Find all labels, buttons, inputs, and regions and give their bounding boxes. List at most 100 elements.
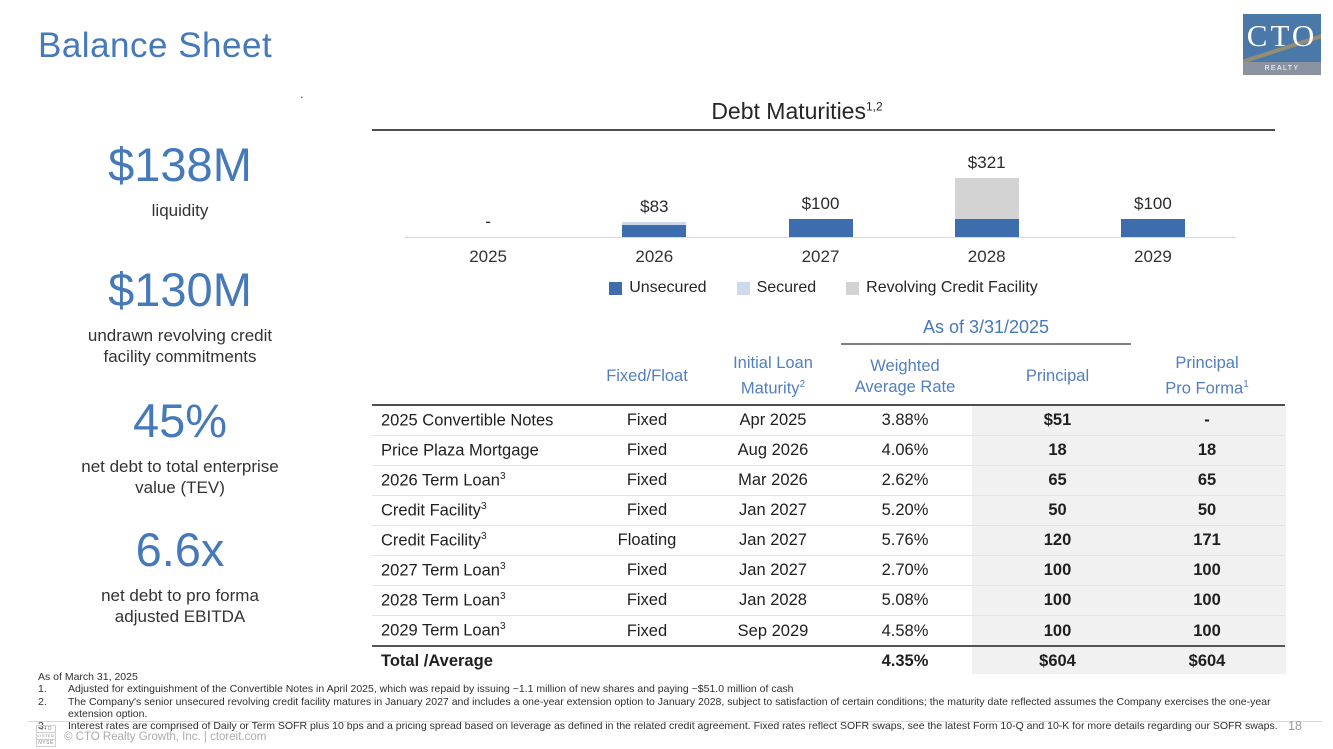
legend-item-secured: Secured <box>736 279 817 297</box>
table-row: Credit Facility3 Floating Jan 2027 5.76%… <box>372 526 1285 556</box>
axis-category-label: 2028 <box>967 247 1006 266</box>
bar-segment-unsecured <box>788 218 853 237</box>
header-line: Weighted <box>870 356 940 375</box>
cell-pro-forma: 100 <box>1193 561 1221 579</box>
stray-mark: . <box>300 86 304 101</box>
chart-x-axis-line <box>405 237 1236 238</box>
cell-name: Credit Facility3 <box>381 500 487 520</box>
table-top-border <box>372 404 1285 406</box>
metric-value: 6.6x <box>135 523 225 576</box>
nyse-listed-icon: CTO LISTED NYSE <box>36 725 56 747</box>
bar-stack <box>1120 218 1185 237</box>
header-initial-loan-maturity: Initial Loan Maturity2 <box>722 350 824 403</box>
principal-columns-highlight <box>972 406 1286 674</box>
bar-segment-secured <box>622 221 687 226</box>
metric-label-line: facility commitments <box>103 347 257 366</box>
cell-total-label: Total /Average <box>381 651 493 670</box>
cell-rate: 2.62% <box>881 471 929 489</box>
bar-value-label: $100 <box>1134 193 1172 213</box>
chart-title-text: Debt Maturities <box>711 98 866 124</box>
logo-text: CTO <box>1246 18 1318 53</box>
cell-fixed-float: Fixed <box>626 441 668 459</box>
legend-label: Unsecured <box>629 279 707 296</box>
bar-segment-unsecured <box>1120 218 1185 237</box>
bar-stack <box>622 221 687 237</box>
metric-label: net debt to pro forma adjusted EBITDA <box>30 585 330 627</box>
metric-value: $130M <box>108 263 252 316</box>
footnote-number: 3. <box>38 720 47 733</box>
legend-item-unsecured: Unsecured <box>609 279 707 297</box>
bar-column-2028: $321 <box>904 153 1070 237</box>
cell-maturity: Jan 2027 <box>739 501 807 519</box>
metric-label: liquidity <box>30 200 330 221</box>
metric-undrawn-credit: $130M undrawn revolving credit facility … <box>30 262 330 367</box>
table-header-row: Fixed/Float Initial Loan Maturity2 Weight… <box>372 350 1285 403</box>
header-principal-pro-forma: Principal Pro Forma1 <box>1129 350 1285 403</box>
cell-principal: 18 <box>1048 441 1067 459</box>
logo-subtext: REALTY GROWTH <box>1243 62 1321 85</box>
header-line: Pro Forma <box>1165 379 1244 398</box>
axis-category-label: 2026 <box>635 247 674 266</box>
footnote-as-of: As of March 31, 2025 <box>38 671 138 683</box>
total-row-top-border <box>372 645 1285 647</box>
cell-total-pro-forma: $604 <box>1188 651 1226 670</box>
table-row: 2028 Term Loan3 Fixed Jan 2028 5.08% 100… <box>372 586 1285 616</box>
page-number: 18 <box>1288 719 1302 733</box>
cell-name: 2026 Term Loan3 <box>381 470 506 490</box>
cell-pro-forma: 100 <box>1193 621 1221 640</box>
cell-rate: 4.58% <box>881 621 929 640</box>
cell-principal: 100 <box>1043 591 1072 609</box>
cell-maturity: Jan 2028 <box>739 591 807 609</box>
footnote-text: The Company's senior unsecured revolving… <box>68 695 1271 720</box>
cell-name: 2025 Convertible Notes <box>381 411 554 430</box>
cell-maturity: Jan 2027 <box>739 531 807 549</box>
header-line: Initial Loan <box>733 354 813 373</box>
cell-fixed-float: Fixed <box>626 561 668 579</box>
bar-segment-unsecured <box>954 218 1019 237</box>
table-row: Credit Facility3 Fixed Jan 2027 5.20% 50… <box>372 496 1285 526</box>
cell-rate: 5.20% <box>881 501 929 519</box>
footnote-item: 3. Interest rates are comprised of Daily… <box>38 720 1308 732</box>
header-superscript: 2 <box>799 379 806 391</box>
metric-label-line: adjusted EBITDA <box>114 607 246 626</box>
copyright-text: © CTO Realty Growth, Inc. | ctoreit.com <box>64 731 267 743</box>
bar-column-2026: $83 <box>571 153 737 237</box>
cell-pro-forma: 100 <box>1193 591 1221 609</box>
metric-label-line: liquidity <box>151 201 209 220</box>
chart-title: Debt Maturities1,2 <box>372 98 1222 125</box>
axis-category-label: 2029 <box>1134 247 1172 266</box>
axis-category-label: 2025 <box>469 247 508 266</box>
bar-column-2029: $100 <box>1070 153 1236 237</box>
cell-principal: 120 <box>1043 531 1072 549</box>
legend-label: Secured <box>756 279 817 296</box>
cell-pro-forma: - <box>1204 411 1210 429</box>
metric-label: undrawn revolving credit facility commit… <box>30 325 330 367</box>
chart-title-rule <box>372 129 1275 131</box>
bar-stack <box>954 178 1019 237</box>
metric-label-line: net debt to pro forma <box>101 586 259 605</box>
chart-title-superscript: 1,2 <box>865 99 883 114</box>
footnote-text: Interest rates are comprised of Daily or… <box>68 720 1278 733</box>
bar-column-2027: $100 <box>737 153 903 237</box>
table-row: 2025 Convertible Notes Fixed Apr 2025 3.… <box>372 406 1285 436</box>
footnote-item: 1. Adjusted for extinguishment of the Co… <box>38 683 1308 695</box>
cell-fixed-float: Fixed <box>626 471 668 489</box>
metric-label: net debt to total enterprise value (TEV) <box>30 456 330 498</box>
table-row: Price Plaza Mortgage Fixed Aug 2026 4.06… <box>372 436 1285 466</box>
cell-maturity: Jan 2027 <box>739 561 807 579</box>
cell-rate: 5.76% <box>881 531 929 549</box>
footnote-number: 1. <box>38 683 47 696</box>
header-line: Average Rate <box>854 377 956 396</box>
header-superscript: 1 <box>1243 379 1249 391</box>
cell-principal: $51 <box>1043 411 1072 429</box>
metric-label-line: net debt to total enterprise <box>81 457 279 476</box>
footnote-number: 2. <box>38 695 47 708</box>
header-principal: Principal <box>1025 367 1090 385</box>
cell-principal: 65 <box>1048 471 1067 489</box>
legend-label: Revolving Credit Facility <box>866 279 1038 296</box>
cto-logo-icon: CTO <box>1243 14 1321 62</box>
axis-category-label: 2027 <box>801 247 840 266</box>
cell-pro-forma: 18 <box>1197 441 1217 459</box>
cell-total-rate: 4.35% <box>881 651 929 670</box>
